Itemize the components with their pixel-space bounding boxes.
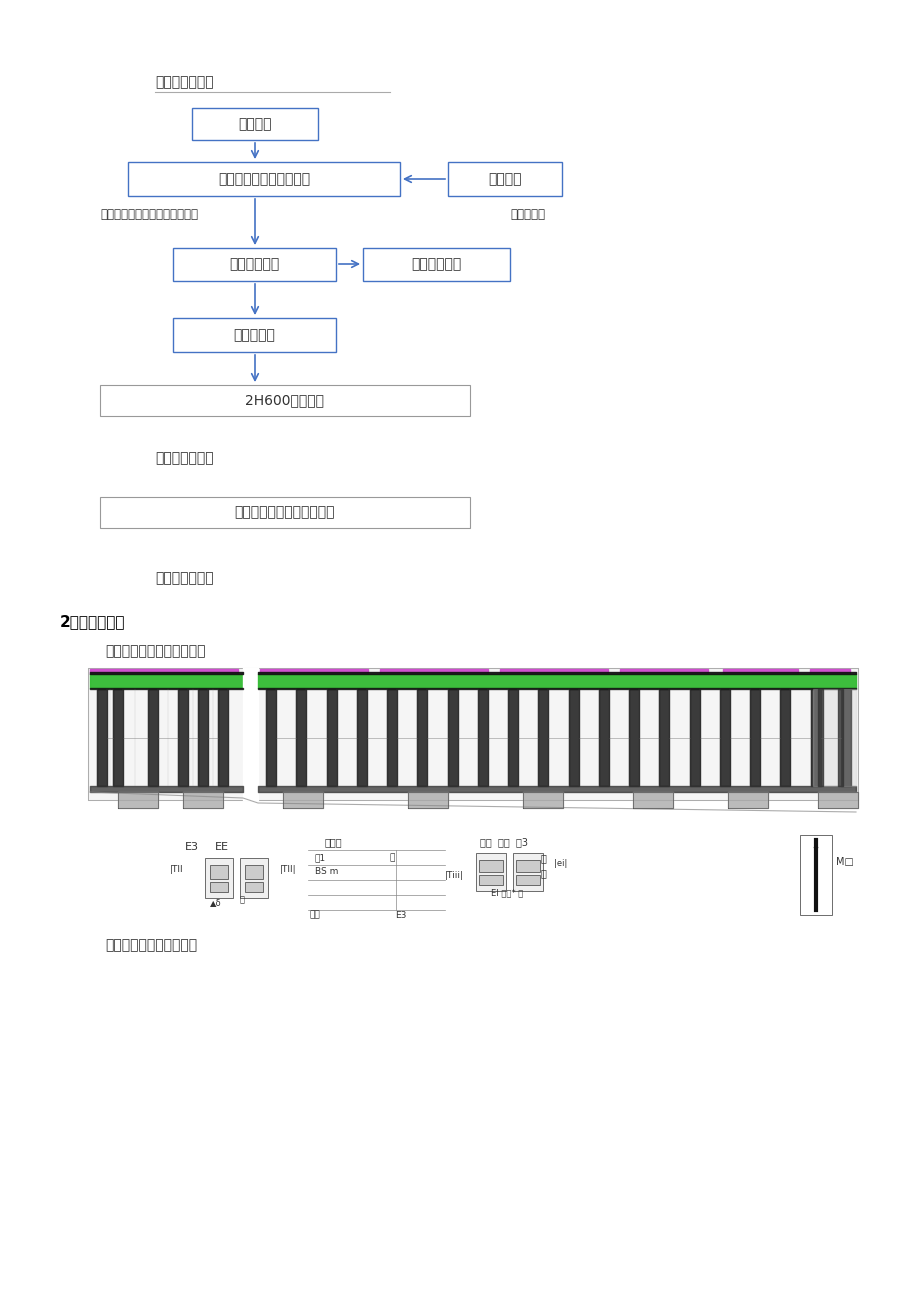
Text: 回: 回 bbox=[390, 853, 395, 863]
Text: EI 回啊* 网: EI 回啊* 网 bbox=[491, 889, 523, 898]
Bar bbox=[800, 835, 831, 915]
Bar bbox=[475, 853, 505, 891]
Text: 普通跨支架布置图见下：: 普通跨支架布置图见下： bbox=[105, 938, 197, 952]
Bar bbox=[244, 882, 263, 893]
Text: |TII: |TII bbox=[170, 865, 184, 874]
Bar bbox=[88, 668, 857, 800]
Text: 目: 目 bbox=[540, 853, 546, 863]
Text: 旺可  回回  旺3: 旺可 回回 旺3 bbox=[480, 837, 528, 847]
Text: M□: M□ bbox=[835, 857, 853, 866]
Bar bbox=[240, 857, 267, 898]
Text: 南岸支架总体布置图见下：: 南岸支架总体布置图见下： bbox=[105, 644, 205, 658]
Text: BS m: BS m bbox=[314, 868, 338, 877]
Text: E3: E3 bbox=[394, 911, 406, 920]
Text: 测量控制: 测量控制 bbox=[488, 172, 521, 186]
Text: 贝雷片纵梁安装: 贝雷片纵梁安装 bbox=[154, 451, 213, 465]
Text: 支架设计与加工: 支架设计与加工 bbox=[154, 76, 213, 89]
Text: |TII|: |TII| bbox=[279, 865, 296, 874]
Bar bbox=[516, 860, 539, 872]
Text: 竹胶板底模铺设: 竹胶板底模铺设 bbox=[154, 571, 213, 585]
Text: 分配梁及翼缘处脚手架安装: 分配梁及翼缘处脚手架安装 bbox=[234, 506, 335, 520]
Text: 画: 画 bbox=[240, 895, 244, 904]
Bar bbox=[479, 860, 503, 872]
Text: 目: 目 bbox=[540, 868, 546, 878]
Bar bbox=[210, 882, 228, 893]
Text: 卸荷块安装: 卸荷块安装 bbox=[233, 328, 275, 341]
Text: 桩帽钢板安装: 桩帽钢板安装 bbox=[229, 258, 279, 271]
Text: 扩大基础砼浇注及埋件埋: 扩大基础砼浇注及埋件埋 bbox=[218, 172, 310, 186]
Bar bbox=[210, 865, 228, 880]
Text: 回回回: 回回回 bbox=[324, 837, 342, 847]
FancyBboxPatch shape bbox=[192, 108, 318, 139]
FancyBboxPatch shape bbox=[363, 248, 509, 281]
FancyBboxPatch shape bbox=[100, 496, 470, 528]
Bar bbox=[516, 876, 539, 885]
Text: 断1: 断1 bbox=[314, 853, 325, 863]
Bar bbox=[513, 853, 542, 891]
Bar bbox=[479, 876, 503, 885]
FancyBboxPatch shape bbox=[448, 162, 562, 195]
Text: |ei|: |ei| bbox=[553, 859, 567, 868]
Text: ▲δ: ▲δ bbox=[210, 899, 221, 907]
Text: |Tiii|: |Tiii| bbox=[445, 870, 463, 880]
Text: 桩顶标高复核: 桩顶标高复核 bbox=[411, 258, 461, 271]
Text: 2、支架布置图: 2、支架布置图 bbox=[60, 615, 125, 629]
Bar bbox=[244, 865, 263, 880]
Text: 钢管桩立柱分层接高及平联安装: 钢管桩立柱分层接高及平联安装 bbox=[100, 208, 198, 222]
Text: E3: E3 bbox=[185, 842, 199, 852]
Bar bbox=[205, 857, 233, 898]
Text: EE: EE bbox=[215, 842, 229, 852]
FancyBboxPatch shape bbox=[128, 162, 400, 195]
FancyBboxPatch shape bbox=[100, 384, 470, 416]
FancyBboxPatch shape bbox=[173, 248, 335, 281]
Text: 垂直度校核: 垂直度校核 bbox=[509, 208, 544, 222]
FancyBboxPatch shape bbox=[173, 318, 335, 352]
Text: 地基处理: 地基处理 bbox=[238, 117, 271, 132]
Text: 2H600横梁安装: 2H600横梁安装 bbox=[245, 394, 324, 408]
Text: 回回: 回回 bbox=[310, 911, 321, 920]
